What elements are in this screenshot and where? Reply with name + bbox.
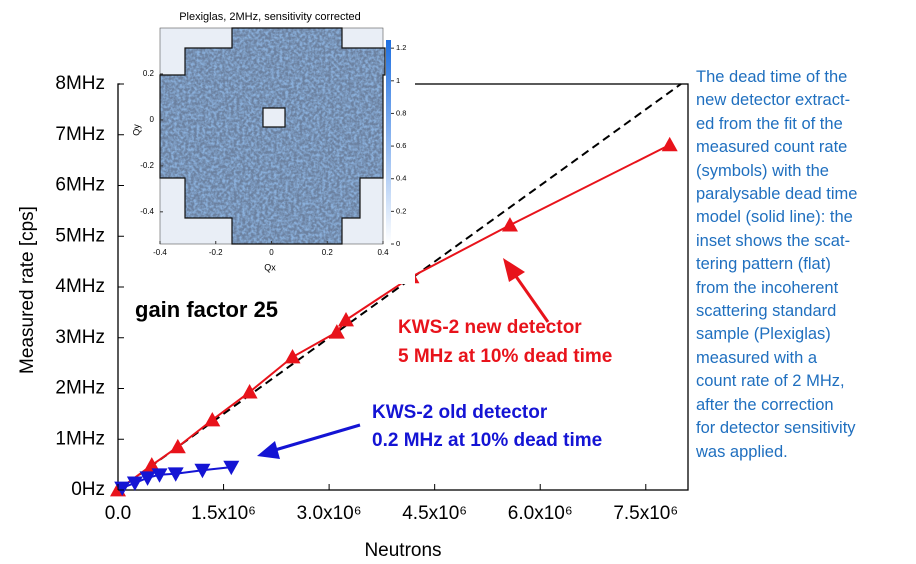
x-axis-label: Neutrons — [364, 540, 441, 561]
inset-x-tick-label: 0.4 — [377, 248, 389, 257]
data-point — [328, 324, 345, 339]
colorbar-tick-label: 0.4 — [396, 174, 406, 183]
y-tick-label: 5MHz — [55, 225, 105, 246]
x-tick-label: 0.0 — [105, 503, 131, 524]
y-axis-label: Measured rate [cps] — [17, 206, 38, 374]
caption-line: The dead time of the — [696, 68, 848, 86]
annotation: KWS-2 old detector — [372, 402, 548, 423]
inset-y-tick-label: -0.4 — [140, 207, 154, 216]
inset-x-tick-label: -0.2 — [209, 248, 223, 257]
chart: Measured rate [cps] Neutrons gain factor… — [17, 6, 689, 562]
colorbar: 0 0.2 0.4 0.6 0.8 1 1.2 — [386, 40, 406, 248]
colorbar-tick-label: 0.6 — [396, 141, 406, 150]
inset-pattern — [160, 28, 385, 244]
inset-x-label: Qx — [264, 262, 276, 272]
data-point — [204, 411, 221, 427]
y-tick-label: 7MHz — [55, 124, 105, 145]
inset-x-tick-label: -0.4 — [153, 248, 167, 257]
colorbar-tick-label: 1 — [396, 76, 400, 85]
caption-line: count rate of 2 MHz, — [696, 372, 845, 391]
inset-y-tick-label: -0.2 — [140, 161, 154, 170]
y-tick-label: 0Hz — [71, 479, 105, 500]
caption-line: new detector extract- — [696, 91, 851, 110]
data-point — [167, 467, 184, 482]
y-tick-label: 1MHz — [55, 428, 105, 449]
annotation: gain factor 25 — [135, 297, 278, 322]
series-line — [117, 83, 682, 491]
x-tick-label: 6.0x10⁶ — [508, 503, 573, 524]
red-arrow — [503, 258, 550, 323]
caption: The dead time of the new detector extract… — [696, 66, 914, 464]
inset-y-tick-label: 0.2 — [143, 69, 155, 78]
data-point — [661, 136, 678, 152]
caption-line: from the incoherent — [696, 278, 839, 297]
x-tick-label: 3.0x10⁶ — [297, 503, 362, 524]
data-point — [501, 217, 518, 232]
caption-line: scattering standard — [696, 302, 837, 321]
data-point — [223, 460, 240, 476]
caption-line: after the correction — [696, 395, 834, 414]
data-point — [126, 476, 143, 491]
caption-line: inset shows the scat- — [696, 231, 851, 250]
inset-x-tick-label: 0 — [269, 248, 274, 257]
data-point — [169, 438, 186, 454]
caption-line: measured count rate — [696, 138, 848, 157]
annotation: 5 MHz at 10% dead time — [398, 346, 612, 367]
caption-line: sample (Plexiglas) — [696, 325, 831, 344]
inset-title: Plexiglas, 2MHz, sensitivity corrected — [179, 11, 361, 23]
y-tick-label: 4MHz — [55, 276, 105, 297]
caption-line: tering pattern (flat) — [696, 255, 831, 274]
data-point — [284, 349, 301, 364]
y-tick-label: 2MHz — [55, 378, 105, 399]
inset-y-label: Qy — [131, 124, 141, 136]
data-point — [194, 463, 211, 479]
caption-line: (symbols) with the — [696, 161, 829, 180]
caption-line: measured with a — [696, 348, 818, 367]
data-point — [151, 468, 168, 483]
inset-y-tick-label: 0 — [150, 115, 155, 124]
caption-line: ed from the fit of the — [696, 114, 843, 133]
annotation: 0.2 MHz at 10% dead time — [372, 430, 602, 451]
inset: Plexiglas, 2MHz, sensitivity corrected Q… — [120, 6, 415, 284]
caption-line: was applied. — [696, 442, 788, 461]
colorbar-tick-label: 0 — [396, 239, 400, 248]
blue-arrow — [257, 423, 361, 459]
x-tick-label: 1.5x10⁶ — [191, 503, 256, 524]
x-tick-label: 7.5x10⁶ — [613, 503, 678, 524]
colorbar-tick-label: 0.2 — [396, 206, 406, 215]
annotation: KWS-2 new detector — [398, 317, 582, 338]
caption-line: model (solid line): the — [696, 208, 853, 227]
colorbar-tick-label: 0.8 — [396, 108, 406, 117]
x-tick-label: 4.5x10⁶ — [402, 503, 467, 524]
data-point — [143, 457, 160, 472]
caption-line: for detector sensitivity — [696, 419, 856, 438]
inset-x-tick-label: 0.2 — [322, 248, 334, 257]
data-point — [338, 311, 354, 327]
inset-outline — [159, 27, 386, 245]
y-tick-label: 8MHz — [55, 73, 105, 94]
caption-line: paralysable dead time — [696, 185, 858, 204]
colorbar-bar — [386, 40, 391, 244]
colorbar-tick-label: 1.2 — [396, 43, 406, 52]
y-tick-label: 6MHz — [55, 175, 105, 196]
data-point — [241, 384, 258, 399]
data-point — [139, 471, 156, 486]
y-tick-label: 3MHz — [55, 327, 105, 348]
